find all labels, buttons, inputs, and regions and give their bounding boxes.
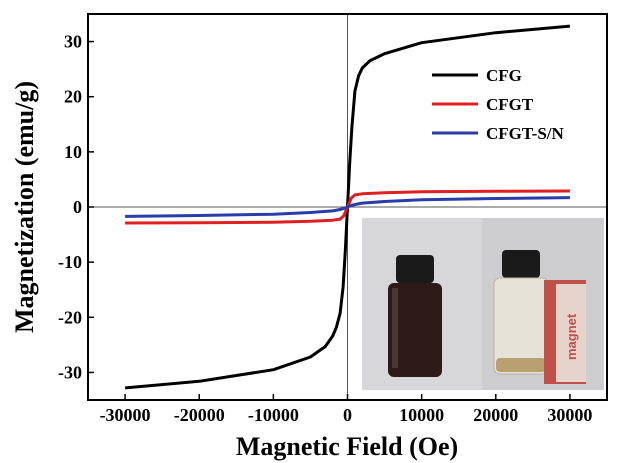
magnet-label: magnet: [564, 313, 579, 360]
y-tick-label: 20: [64, 87, 82, 107]
x-tick-label: -30000: [100, 405, 151, 425]
vial-left-shine: [392, 288, 398, 368]
legend-label-cfgt: CFGT: [486, 95, 534, 114]
series-line-cfgt-s-n: [125, 196, 570, 218]
legend-label-cfgt-s-n: CFGT-S/N: [486, 124, 565, 143]
vial-right-cap: [502, 250, 540, 278]
x-tick-label: 0: [343, 405, 352, 425]
y-tick-label: 0: [73, 197, 82, 217]
vial-left-cap: [396, 255, 434, 283]
y-tick-label: -10: [58, 252, 82, 272]
y-tick-label: -30: [58, 362, 82, 382]
x-axis-title: Magnetic Field (Oe): [236, 432, 458, 461]
x-tick-label: 20000: [473, 405, 518, 425]
ticks-group: -30000 -20000 -10000 0 10000 20000 30000 -30 -20…: [58, 32, 592, 425]
x-tick-label: 30000: [547, 405, 592, 425]
y-tick-label: -20: [58, 307, 82, 327]
x-tick-label: 10000: [399, 405, 444, 425]
magnet-block-face: [556, 284, 586, 382]
legend: CFG CFGT CFGT-S/N: [432, 66, 565, 143]
series-group: [124, 24, 571, 390]
inset-photo: magnet: [362, 218, 604, 390]
x-tick-label: -20000: [174, 405, 225, 425]
legend-label-cfg: CFG: [486, 66, 522, 85]
y-tick-label: 10: [64, 142, 82, 162]
y-tick-label: 30: [64, 32, 82, 52]
x-tick-label: -10000: [248, 405, 299, 425]
y-axis-title: Magnetization (emu/g): [10, 81, 39, 333]
vial-right-sediment: [496, 358, 546, 372]
vial-left-body: [388, 283, 442, 377]
